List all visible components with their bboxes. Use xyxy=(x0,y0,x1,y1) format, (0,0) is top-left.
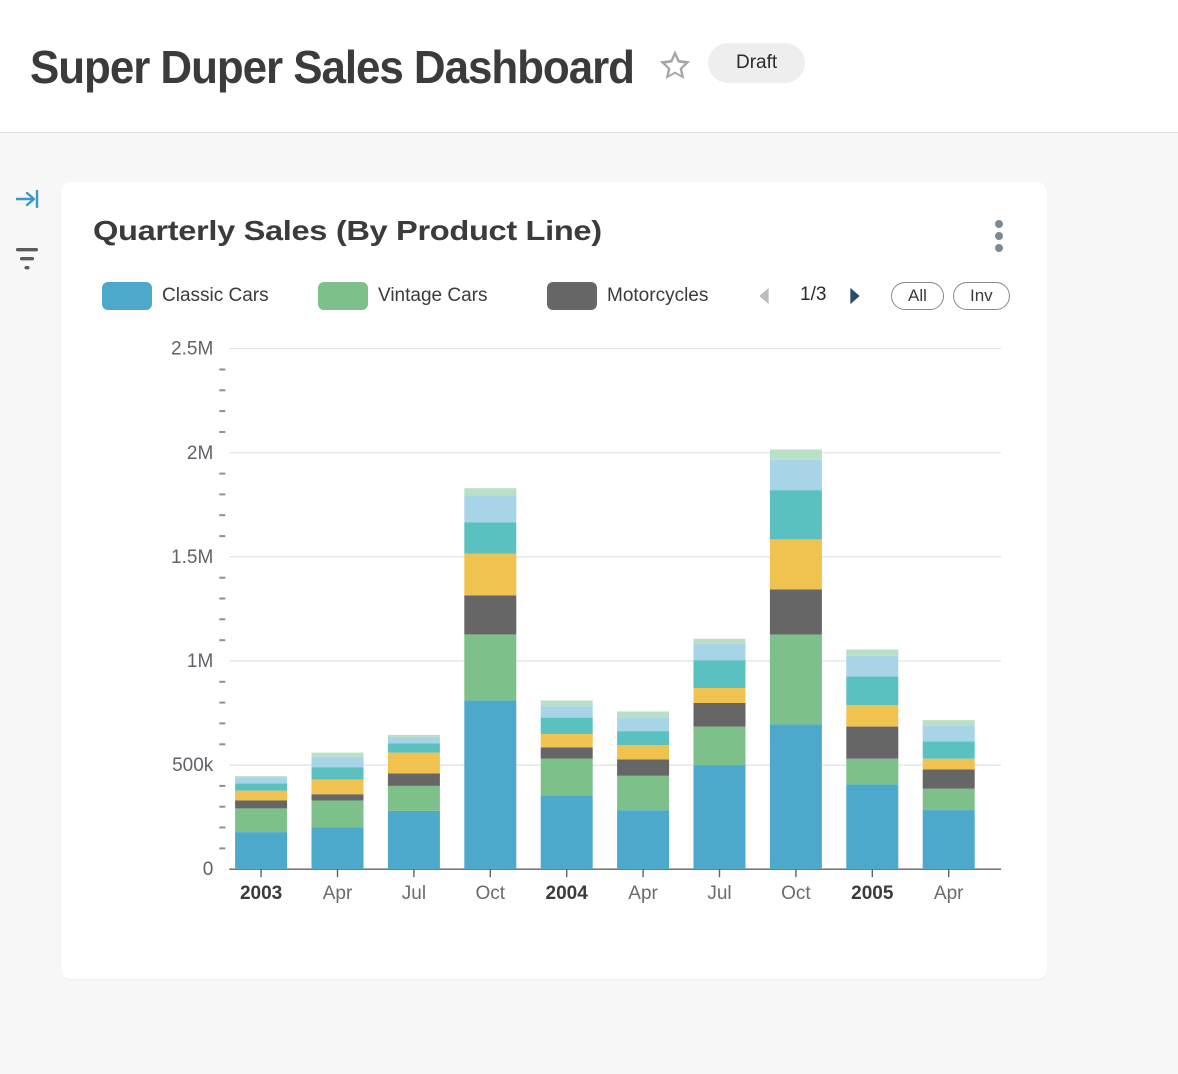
svg-text:1M: 1M xyxy=(187,651,213,672)
svg-text:2004: 2004 xyxy=(546,883,589,904)
svg-text:1.5M: 1.5M xyxy=(171,547,213,568)
svg-text:Apr: Apr xyxy=(934,883,964,904)
svg-text:Jul: Jul xyxy=(707,883,731,904)
svg-text:Oct: Oct xyxy=(476,883,506,904)
svg-text:Apr: Apr xyxy=(323,883,353,904)
svg-text:Oct: Oct xyxy=(781,883,811,904)
svg-text:2005: 2005 xyxy=(851,883,894,904)
svg-text:2M: 2M xyxy=(187,443,213,464)
svg-text:0: 0 xyxy=(203,859,214,880)
svg-text:2.5M: 2.5M xyxy=(171,339,213,360)
svg-text:500k: 500k xyxy=(172,755,214,776)
svg-text:Jul: Jul xyxy=(402,883,426,904)
svg-text:Apr: Apr xyxy=(628,883,658,904)
svg-text:2003: 2003 xyxy=(240,883,282,904)
